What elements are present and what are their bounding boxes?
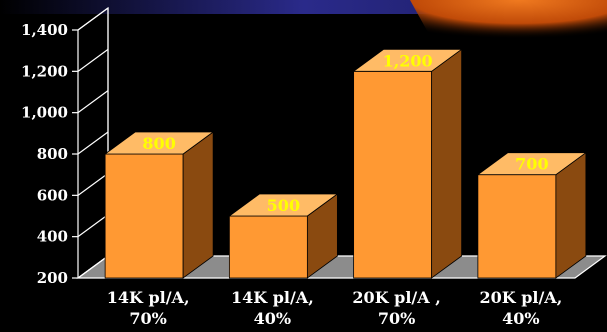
- category-label: 14K pl/A,: [107, 288, 190, 307]
- value-label: 500: [267, 196, 300, 215]
- y-depth-tick: [77, 7, 109, 31]
- category-label: 40%: [254, 309, 291, 328]
- bar-side: [182, 131, 214, 279]
- bar-front: [477, 174, 557, 279]
- y-tick-label: 1,000: [21, 104, 68, 122]
- category-label: 70%: [378, 309, 415, 328]
- bar: [352, 48, 463, 279]
- y-tick-label: 1,200: [21, 62, 68, 80]
- bar-top: [228, 193, 339, 217]
- bar-front: [353, 70, 433, 279]
- y-tick-label: 600: [37, 186, 68, 204]
- y-depth-tick: [77, 255, 109, 279]
- y-tick-label: 400: [37, 228, 68, 246]
- category-label: 14K pl/A,: [231, 288, 314, 307]
- y-tick-label: 800: [37, 145, 68, 163]
- category-label: 20K pl/A ,: [352, 288, 440, 307]
- value-label: 800: [142, 134, 175, 153]
- bar: [228, 193, 339, 279]
- bar-top: [103, 131, 215, 155]
- category-label: 40%: [502, 309, 539, 328]
- bar: [103, 131, 215, 279]
- accent-glow: [410, 0, 607, 44]
- y-depth-tick: [77, 214, 109, 238]
- bar-top: [352, 48, 463, 72]
- bar-side: [431, 48, 463, 279]
- y-depth-tick: [77, 172, 109, 196]
- bar-front: [104, 153, 184, 279]
- category-label: 20K pl/A,: [479, 288, 562, 307]
- y-depth-tick: [77, 48, 109, 72]
- category-label: 70%: [129, 309, 166, 328]
- bar-top: [476, 152, 588, 176]
- bar-front: [228, 215, 308, 279]
- y-depth-tick: [77, 90, 109, 114]
- y-tick-label: 1,400: [21, 21, 68, 39]
- bar: [476, 151, 588, 279]
- value-label: 700: [515, 155, 548, 174]
- y-tick-label: 200: [37, 269, 68, 287]
- y-depth-tick: [77, 131, 109, 155]
- value-label: 1,200: [383, 51, 433, 70]
